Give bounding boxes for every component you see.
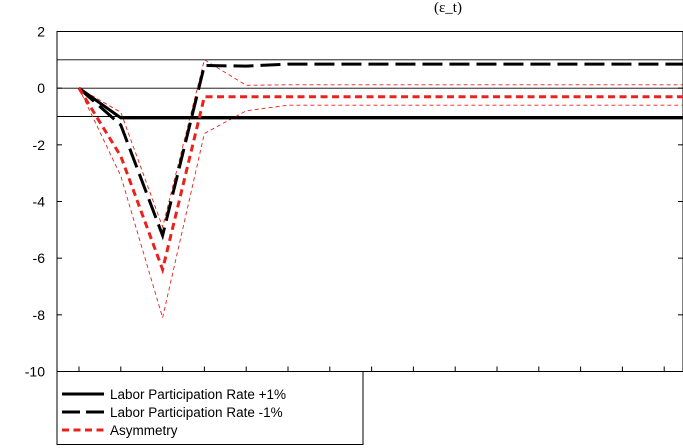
y-tick-label: -2 — [33, 137, 46, 153]
y-tick-label: 2 — [37, 24, 45, 40]
series-line-2 — [77, 87, 683, 275]
y-tick-label: -8 — [33, 307, 46, 323]
series-line-4 — [78, 88, 683, 320]
legend-box — [56, 371, 364, 445]
series-layer — [77, 59, 683, 320]
x-axis — [78, 366, 665, 372]
legend-label-1: Labor Participation Rate -1% — [110, 405, 283, 420]
series-line-0 — [78, 86, 683, 120]
y-tick-label: -6 — [33, 250, 46, 266]
y-axis: 2 0 -2 -4 -6 -8 -10 — [25, 24, 683, 380]
chart-title-fragment: (ε_t) — [434, 0, 462, 16]
y-tick-label: -10 — [25, 364, 45, 380]
series-line-1 — [78, 62, 683, 241]
legend-label-0: Labor Participation Rate +1% — [110, 387, 286, 402]
legend-label-2: Asymmetry — [110, 423, 178, 438]
legend: Labor Participation Rate +1% Labor Partic… — [62, 387, 286, 438]
y-tick-label: 0 — [37, 80, 45, 96]
y-tick-label: -4 — [33, 194, 46, 210]
